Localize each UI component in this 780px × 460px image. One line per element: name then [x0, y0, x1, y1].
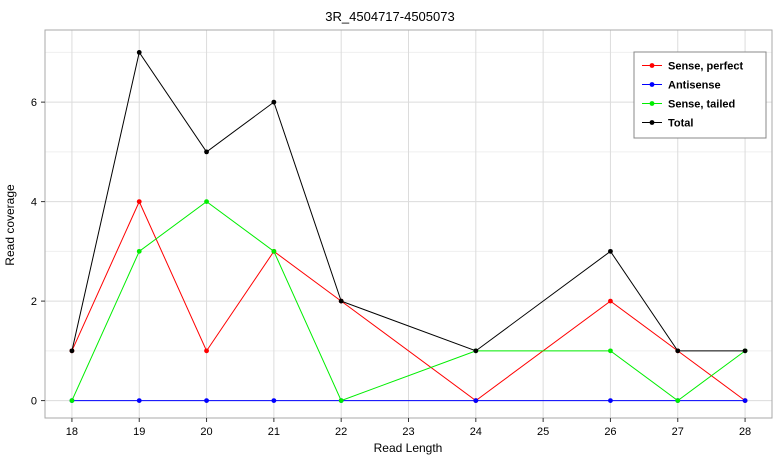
- x-tick-label: 22: [335, 426, 347, 438]
- data-point-marker: [742, 348, 748, 354]
- data-point-marker: [608, 348, 613, 354]
- data-point-marker: [69, 398, 75, 403]
- legend-box: [633, 51, 767, 139]
- series-layer: [69, 49, 748, 403]
- data-point-marker: [271, 99, 277, 105]
- data-point-marker: [608, 298, 613, 304]
- gridlines: [45, 30, 772, 418]
- data-point-marker: [204, 398, 209, 403]
- legend-entry-label: Sense, perfect: [668, 61, 744, 73]
- x-tick-label: 19: [133, 426, 145, 438]
- data-point-marker: [338, 398, 344, 403]
- data-point-marker: [608, 398, 613, 403]
- x-tick-label: 24: [470, 426, 482, 438]
- x-tick-label: 21: [268, 426, 280, 438]
- y-tick-label: 6: [31, 97, 37, 109]
- data-point-marker: [608, 248, 613, 254]
- data-point-marker: [136, 49, 142, 55]
- data-point-marker: [473, 348, 479, 354]
- x-tick-label: 23: [402, 426, 414, 438]
- legend-entry-label: Antisense: [668, 80, 721, 92]
- y-tick-label: 0: [31, 396, 37, 408]
- legend-key-marker: [649, 101, 655, 106]
- legend-entry-label: Total: [668, 118, 693, 130]
- x-tick-label: 28: [739, 426, 751, 438]
- data-point-marker: [338, 298, 344, 304]
- y-axis-label: Read coverage: [3, 184, 17, 266]
- data-point-marker: [675, 398, 681, 403]
- data-point-marker: [136, 199, 142, 205]
- data-point-marker: [204, 149, 209, 155]
- chart-title: 3R_4504717-4505073: [325, 9, 454, 24]
- data-point-marker: [271, 398, 277, 403]
- x-axis-label: Read Length: [374, 441, 443, 455]
- x-tick-label: 20: [200, 426, 212, 438]
- data-point-marker: [204, 199, 209, 205]
- legend-key-marker: [649, 120, 655, 125]
- data-point-marker: [136, 398, 142, 403]
- x-tick-label: 26: [604, 426, 616, 438]
- legend-key-marker: [649, 63, 655, 68]
- legend-entry-label: Sense, tailed: [668, 99, 735, 111]
- data-point-marker: [69, 348, 75, 354]
- x-tick-label: 18: [66, 426, 78, 438]
- legend: Sense, perfect Antisense Sense, tailed Tota…: [633, 51, 767, 139]
- x-tick-label: 27: [672, 426, 684, 438]
- x-tick-label: 25: [537, 426, 549, 438]
- data-point-marker: [204, 348, 209, 354]
- data-point-marker: [473, 398, 479, 403]
- y-tick-label: 2: [31, 296, 37, 308]
- data-point-marker: [271, 248, 277, 254]
- y-tick-label: 4: [31, 197, 37, 209]
- legend-key-marker: [649, 82, 655, 87]
- data-point-marker: [675, 348, 681, 354]
- data-point-marker: [742, 398, 748, 403]
- data-point-marker: [136, 248, 142, 254]
